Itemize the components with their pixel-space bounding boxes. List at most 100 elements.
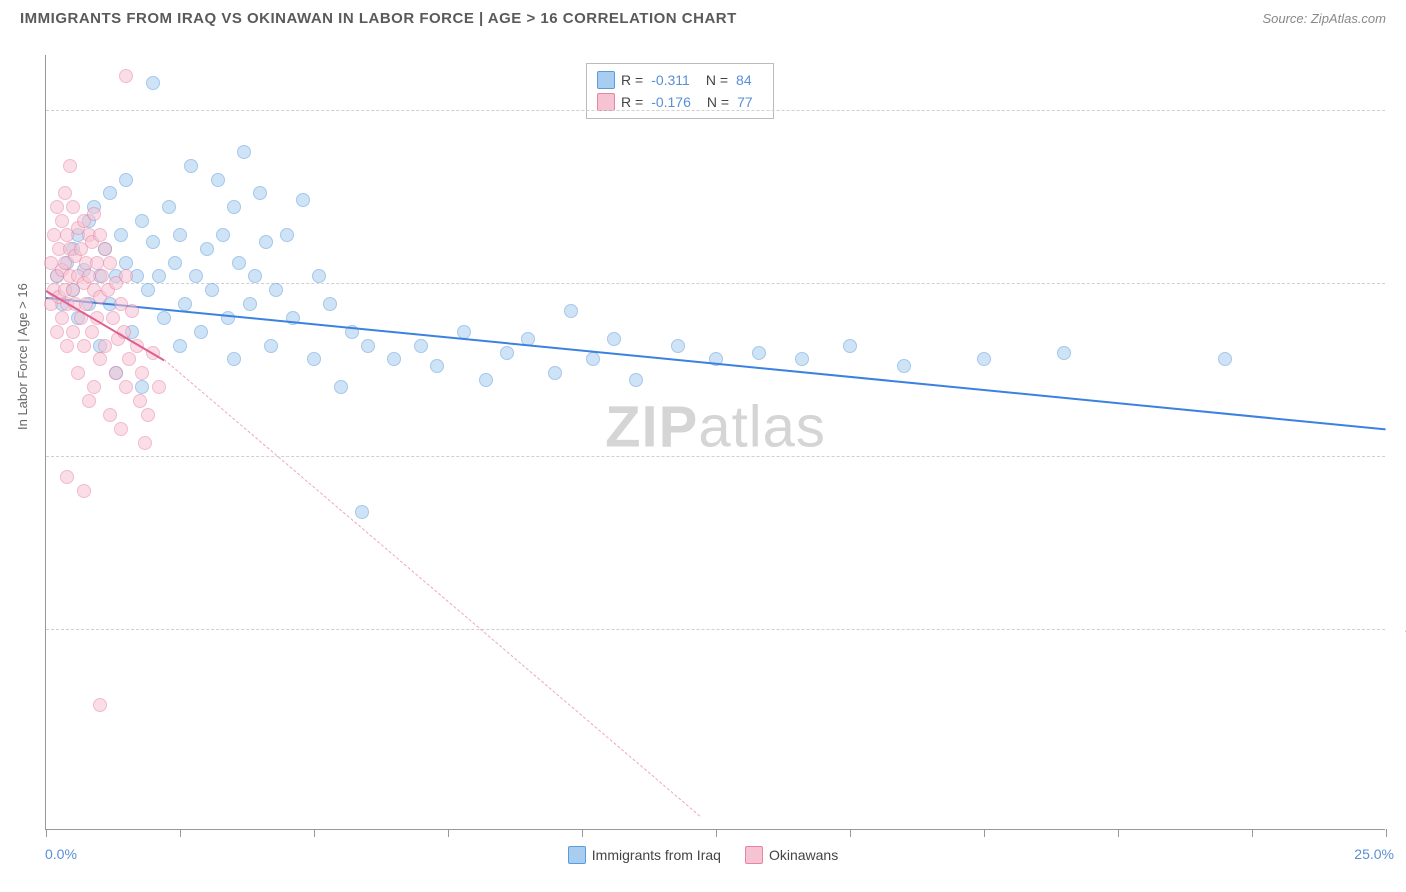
data-point [109,366,123,380]
data-point [98,339,112,353]
data-point [82,394,96,408]
data-point [119,256,133,270]
data-point [323,297,337,311]
data-point [119,269,133,283]
data-point [93,698,107,712]
x-tick [180,829,181,837]
data-point [114,228,128,242]
legend-swatch [745,846,763,864]
data-point [87,207,101,221]
data-point [66,325,80,339]
data-point [189,269,203,283]
legend-label: Okinawans [769,847,838,863]
data-point [135,366,149,380]
n-label: N = [707,94,729,110]
source-attribution: Source: ZipAtlas.com [1262,11,1386,26]
data-point [334,380,348,394]
data-point [106,311,120,325]
data-point [141,283,155,297]
data-point [629,373,643,387]
data-point [173,228,187,242]
data-point [135,380,149,394]
data-point [82,269,96,283]
data-point [103,186,117,200]
data-point [135,214,149,228]
r-value: -0.176 [651,94,691,110]
data-point [564,304,578,318]
watermark: ZIPatlas [605,393,826,460]
data-point [269,283,283,297]
data-point [125,304,139,318]
data-point [114,422,128,436]
x-tick [46,829,47,837]
data-point [227,352,241,366]
x-tick [850,829,851,837]
data-point [232,256,246,270]
data-point [312,269,326,283]
data-point [119,173,133,187]
legend-label: Immigrants from Iraq [592,847,721,863]
data-point [173,339,187,353]
legend-swatch [597,93,615,111]
x-tick [1386,829,1387,837]
series-legend: Immigrants from Iraq Okinawans [0,846,1406,864]
data-point [259,235,273,249]
gridline [46,456,1385,457]
data-point [141,408,155,422]
legend-row: R =-0.311N =84 [597,69,763,91]
data-point [355,505,369,519]
data-point [152,380,166,394]
data-point [168,256,182,270]
x-tick [1252,829,1253,837]
r-value: -0.311 [651,72,690,88]
n-value: 77 [737,94,753,110]
data-point [1057,346,1071,360]
data-point [1218,352,1232,366]
data-point [146,235,160,249]
data-point [479,373,493,387]
data-point [50,325,64,339]
data-point [264,339,278,353]
data-point [50,200,64,214]
data-point [795,352,809,366]
data-point [60,339,74,353]
x-tick [716,829,717,837]
data-point [93,352,107,366]
data-point [162,200,176,214]
data-point [146,76,160,90]
data-point [253,186,267,200]
data-point [178,297,192,311]
data-point [194,325,208,339]
data-point [500,346,514,360]
data-point [307,352,321,366]
data-point [607,332,621,346]
data-point [977,352,991,366]
data-point [152,269,166,283]
data-point [55,214,69,228]
data-point [58,186,72,200]
data-point [211,173,225,187]
data-point [216,228,230,242]
legend-item: Immigrants from Iraq [568,846,721,864]
x-tick [1118,829,1119,837]
data-point [93,228,107,242]
data-point [248,269,262,283]
data-point [414,339,428,353]
data-point [184,159,198,173]
x-tick [314,829,315,837]
data-point [296,193,310,207]
trend-line [164,360,701,817]
chart-title: IMMIGRANTS FROM IRAQ VS OKINAWAN IN LABO… [20,10,737,27]
gridline [46,629,1385,630]
data-point [133,394,147,408]
data-point [221,311,235,325]
gridline [46,283,1385,284]
data-point [361,339,375,353]
data-point [586,352,600,366]
data-point [85,325,99,339]
data-point [548,366,562,380]
y-axis-label: In Labor Force | Age > 16 [15,283,30,430]
data-point [119,69,133,83]
data-point [122,352,136,366]
data-point [119,380,133,394]
